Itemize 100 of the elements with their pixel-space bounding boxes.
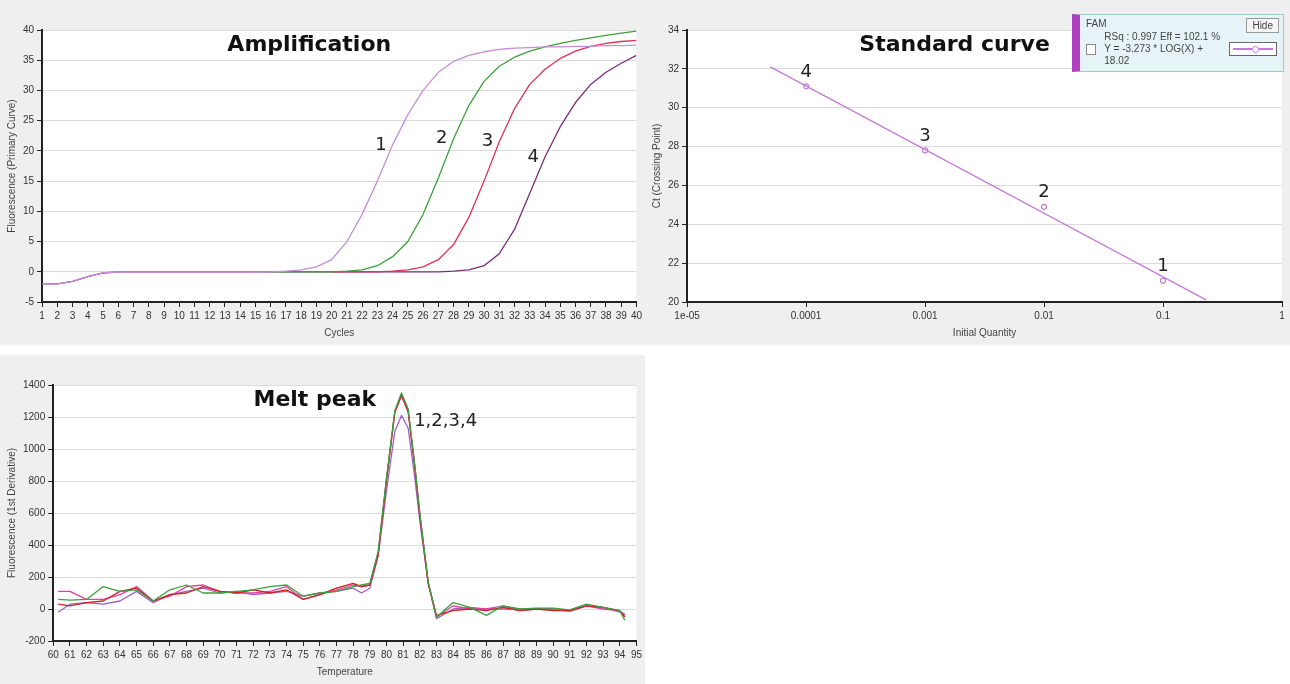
x-tick-label: 23 — [371, 309, 384, 321]
x-tick-label: 10 — [173, 309, 186, 321]
y-tick-label: 22 — [668, 256, 680, 268]
x-tick-label: 88 — [514, 648, 526, 660]
annotation: 4 — [527, 144, 540, 166]
x-tick-label: 73 — [264, 648, 276, 660]
x-tick-label: 24 — [387, 309, 399, 321]
x-tick-label: 65 — [131, 648, 143, 660]
x-tick-label: 85 — [464, 648, 476, 660]
x-tick-label: 82 — [414, 648, 426, 660]
x-tick-label: 27 — [432, 309, 445, 321]
annotation: Hide — [1246, 18, 1279, 33]
x-tick-label: 2 — [54, 309, 61, 321]
x-tick-label: 15 — [249, 309, 262, 321]
y-axis-title: Fluorescence (1st Derivative) — [5, 447, 17, 579]
x-tick-label: 66 — [147, 648, 160, 660]
y-tick-label: 10 — [23, 205, 35, 217]
x-tick-label: 64 — [114, 648, 126, 660]
y-tick-label: 30 — [23, 84, 35, 96]
y-tick-label: 32 — [668, 62, 680, 74]
y-tick-label: 400 — [28, 538, 46, 550]
x-tick-label: 93 — [597, 648, 610, 660]
x-tick-label: 71 — [230, 648, 243, 660]
y-tick-label: 26 — [668, 179, 680, 191]
x-tick-label: 79 — [364, 648, 376, 660]
x-tick-label: 77 — [330, 648, 343, 660]
y-tick-label: 40 — [23, 23, 35, 35]
annotation: 4 — [800, 60, 812, 82]
annotation: 1,2,3,4 — [414, 408, 478, 430]
x-tick-label: 69 — [197, 648, 210, 660]
y-tick-label: 24 — [668, 218, 680, 230]
x-tick-label: 11 — [189, 309, 201, 321]
y-tick-label: 800 — [28, 474, 46, 486]
annotation: 3 — [481, 129, 494, 151]
x-tick-label: 31 — [493, 309, 506, 321]
x-tick-label: 37 — [585, 309, 597, 321]
text: RSq : 0.997 Eff = 102.1 % Y = -3.273 * LOG(X) + 18.02 — [1104, 31, 1221, 67]
x-tick-label: 29 — [463, 309, 475, 321]
y-tick-label: 15 — [23, 174, 35, 186]
x-tick-label: 72 — [247, 648, 260, 660]
x-tick-label: 35 — [554, 309, 567, 321]
chart-title: Amplification — [227, 30, 392, 56]
y-tick-label: 20 — [668, 295, 680, 307]
x-axis-title: Initial Quantity — [952, 326, 1017, 338]
x-tick-label: 60 — [47, 648, 60, 660]
x-tick-label: 39 — [615, 309, 628, 321]
x-tick-label: 9 — [161, 309, 168, 321]
x-tick-label: 80 — [380, 648, 393, 660]
x-tick-label: 74 — [280, 648, 293, 660]
x-tick-label: 33 — [524, 309, 536, 321]
annotation: 2 — [436, 126, 448, 148]
x-tick-label: 81 — [397, 648, 410, 660]
x-tick-label: 90 — [547, 648, 560, 660]
x-tick-label: 0.1 — [1156, 309, 1171, 321]
y-tick-label: 1400 — [23, 378, 46, 390]
y-tick-label: 0 — [39, 602, 46, 614]
x-tick-label: 18 — [295, 309, 308, 321]
annotation: 1 — [1157, 254, 1169, 276]
legend-title: FAM — [1086, 18, 1107, 29]
y-tick-label: 1200 — [23, 410, 46, 422]
x-tick-label: 1e-05 — [674, 309, 701, 321]
x-axis-title: Temperature — [316, 665, 374, 677]
y-tick-label: 25 — [23, 114, 35, 126]
chart-title: Standard curve — [859, 30, 1050, 56]
x-tick-label: 87 — [497, 648, 510, 660]
x-tick-label: 68 — [180, 648, 193, 660]
y-tick-label: 28 — [668, 140, 680, 152]
x-tick-label: 6 — [115, 309, 122, 321]
x-tick-label: 7 — [130, 309, 137, 321]
x-tick-label: 0.01 — [1034, 309, 1055, 321]
y-axis-title: Fluorescence (Primary Curve) — [5, 99, 17, 233]
x-tick-label: 70 — [214, 648, 226, 660]
y-tick-label: 5 — [28, 235, 35, 247]
x-tick-label: 63 — [97, 648, 110, 660]
x-tick-label: 28 — [448, 309, 460, 321]
annotation: 1 — [375, 132, 387, 154]
y-tick-label: -200 — [25, 634, 46, 646]
x-tick-label: 83 — [430, 648, 443, 660]
x-tick-label: 76 — [314, 648, 326, 660]
x-tick-label: 84 — [447, 648, 460, 660]
x-tick-label: 22 — [356, 309, 369, 321]
x-axis-title: Cycles — [324, 326, 355, 338]
x-tick-label: 20 — [326, 309, 338, 321]
x-tick-label: 34 — [539, 309, 551, 321]
x-tick-label: 78 — [347, 648, 360, 660]
x-tick-label: 14 — [234, 309, 247, 321]
x-tick-label: 36 — [569, 309, 582, 321]
x-tick-label: 12 — [204, 309, 216, 321]
x-tick-label: 92 — [580, 648, 593, 660]
y-tick-label: 30 — [668, 101, 680, 113]
y-tick-label: 34 — [668, 23, 680, 35]
x-tick-label: 1 — [39, 309, 46, 321]
x-tick-label: 94 — [614, 648, 626, 660]
x-tick-label: 30 — [478, 309, 491, 321]
x-tick-label: 1 — [1279, 309, 1286, 321]
y-tick-label: 0 — [28, 265, 35, 277]
x-tick-label: 67 — [164, 648, 176, 660]
x-tick-label: 13 — [219, 309, 231, 321]
x-tick-label: 19 — [310, 309, 323, 321]
x-tick-label: 0.0001 — [790, 309, 822, 321]
